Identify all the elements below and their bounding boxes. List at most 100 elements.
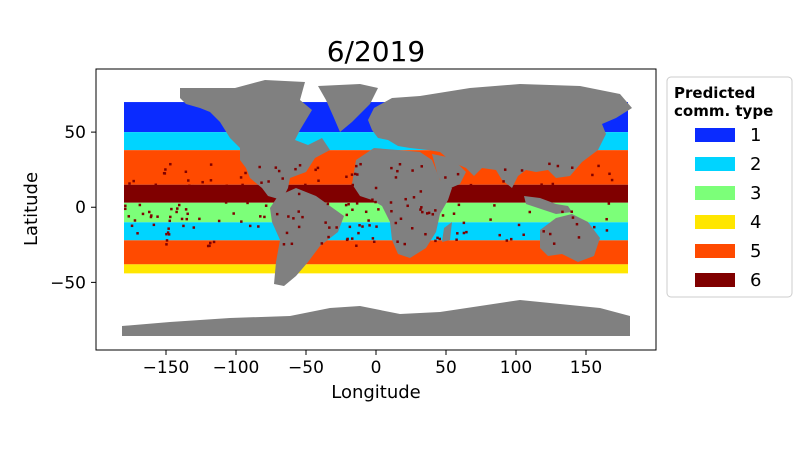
scatter-point	[198, 217, 201, 221]
scatter-point	[264, 204, 268, 207]
scatter-point	[346, 237, 349, 241]
scatter-point	[184, 208, 188, 211]
scatter-point	[244, 171, 247, 175]
scatter-point	[175, 210, 178, 214]
scatter-point	[517, 187, 520, 191]
scatter-point	[209, 241, 212, 245]
scatter-point	[607, 202, 611, 205]
scatter-point	[190, 186, 193, 189]
scatter-point	[185, 217, 189, 221]
scatter-point	[574, 197, 578, 201]
scatter-point	[184, 170, 188, 174]
scatter-point	[367, 219, 370, 222]
scatter-point	[371, 237, 375, 240]
scatter-point	[350, 237, 354, 240]
scatter-point	[444, 176, 447, 179]
scatter-point	[614, 198, 617, 202]
scatter-point	[551, 182, 555, 186]
scatter-point	[298, 164, 302, 167]
scatter-point	[320, 242, 324, 245]
scatter-point	[327, 235, 330, 239]
scatter-point	[403, 242, 406, 246]
scatter-point	[287, 215, 290, 218]
scatter-point	[201, 180, 204, 184]
scatter-point	[534, 194, 537, 197]
scatter-point	[480, 187, 483, 190]
scatter-point	[141, 212, 145, 216]
y-axis-ticks: −50 0 50	[50, 123, 96, 293]
scatter-point	[493, 204, 496, 207]
scatter-point	[344, 203, 348, 207]
scatter-point	[165, 232, 168, 236]
scatter-point	[456, 232, 459, 235]
scatter-point	[225, 184, 229, 188]
scatter-point	[348, 225, 352, 229]
scatter-point	[176, 207, 179, 210]
land-arabia	[432, 154, 466, 190]
map-plot-area	[122, 80, 632, 336]
scatter-point	[209, 163, 213, 166]
scatter-point	[290, 242, 294, 246]
legend-label-1: 1	[750, 125, 761, 146]
x-tick-label: 150	[570, 358, 602, 378]
scatter-point	[542, 230, 545, 233]
scatter-point	[577, 236, 581, 239]
scatter-point	[351, 183, 355, 187]
scatter-point	[297, 225, 301, 229]
scatter-point	[425, 212, 429, 215]
scatter-point	[517, 223, 521, 227]
scatter-point	[503, 168, 507, 171]
scatter-point	[374, 200, 377, 204]
scatter-point	[314, 168, 317, 172]
map-title: 6/2019	[327, 35, 426, 68]
legend-label-4: 4	[750, 212, 761, 233]
scatter-point	[467, 191, 470, 194]
scatter-point	[326, 202, 330, 206]
legend-swatch-3	[695, 186, 735, 200]
scatter-point	[164, 168, 167, 171]
scatter-point	[390, 209, 393, 213]
scatter-point	[455, 238, 458, 241]
x-tick-label: 0	[371, 358, 382, 378]
y-tick-label: 50	[64, 123, 86, 143]
scatter-point	[368, 224, 371, 227]
land-layer	[122, 80, 632, 336]
scatter-point	[304, 183, 307, 187]
scatter-point	[188, 184, 191, 188]
scatter-point	[597, 164, 600, 168]
x-tick-label: 100	[500, 358, 532, 378]
scatter-point	[355, 244, 358, 248]
scatter-point	[124, 207, 127, 211]
scatter-point	[169, 162, 172, 166]
scatter-point	[239, 176, 243, 179]
scatter-point	[570, 210, 574, 213]
scatter-point	[138, 195, 142, 198]
scatter-point	[162, 171, 166, 175]
scatter-point	[410, 227, 414, 230]
scatter-point	[277, 169, 281, 173]
scatter-point	[462, 221, 466, 225]
scatter-point	[592, 225, 596, 229]
land-north-america	[180, 80, 330, 200]
scatter-point	[359, 162, 362, 166]
scatter-point	[248, 224, 252, 228]
scatter-point	[138, 203, 142, 207]
scatter-point	[128, 182, 131, 185]
scatter-point	[347, 199, 350, 202]
scatter-point	[130, 224, 134, 228]
scatter-point	[469, 183, 473, 187]
scatter-point	[412, 196, 416, 199]
scatter-point	[169, 215, 172, 219]
scatter-point	[506, 190, 509, 194]
legend-swatch-2	[695, 157, 735, 171]
scatter-point	[452, 212, 456, 215]
scatter-point	[258, 165, 261, 169]
scatter-point	[420, 165, 424, 168]
ocean-band-type-3	[124, 202, 628, 223]
scatter-point	[275, 212, 279, 216]
legend: Predicted comm. type 1 2 3 4 5 6	[666, 76, 793, 298]
scatter-point	[467, 186, 471, 189]
scatter-point	[260, 181, 263, 184]
scatter-point	[281, 177, 284, 180]
scatter-point	[166, 231, 170, 234]
